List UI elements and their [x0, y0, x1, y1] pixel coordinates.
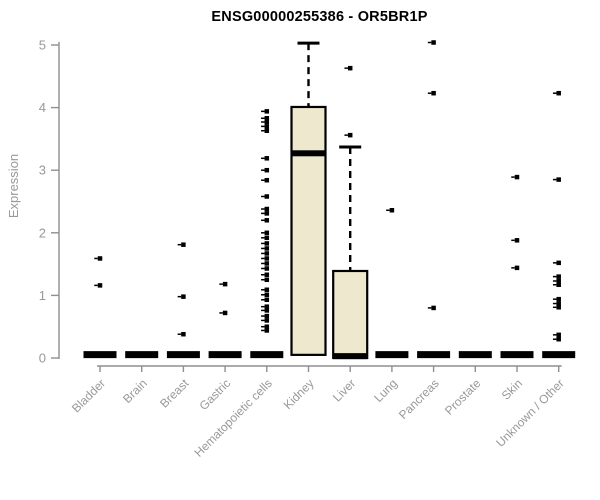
- flat-box-bladder: [83, 351, 117, 359]
- y-tick-label: 4: [39, 100, 46, 115]
- median-line-kidney: [291, 150, 326, 157]
- outlier-point-unknown-other: [556, 282, 561, 288]
- outlier-point-hematopoietic-cells: [264, 156, 270, 161]
- y-tick-label: 3: [39, 163, 46, 178]
- y-tick-label: 5: [39, 38, 46, 53]
- flat-box-skin: [500, 351, 534, 359]
- flat-box-unknown-other: [542, 351, 576, 359]
- outlier-point-hematopoietic-cells: [264, 272, 270, 277]
- outlier-point-bladder: [97, 256, 103, 261]
- outlier-point-gastric: [222, 281, 228, 287]
- flat-box-lung: [375, 351, 409, 359]
- outlier-point-pancreas: [431, 305, 436, 311]
- y-tick-label: 0: [39, 351, 46, 366]
- outlier-point-pancreas: [431, 90, 436, 96]
- x-tick-label-hematopoietic-cells: Hematopoietic cells: [191, 376, 274, 459]
- x-tick-label-pancreas: Pancreas: [396, 376, 442, 422]
- outlier-point-unknown-other: [556, 296, 561, 302]
- x-tick-label-skin: Skin: [499, 376, 525, 402]
- outlier-point-hematopoietic-cells: [264, 313, 270, 319]
- outlier-point-hematopoietic-cells: [264, 235, 270, 241]
- outlier-point-unknown-other: [556, 305, 561, 310]
- outlier-point-hematopoietic-cells: [264, 318, 270, 323]
- x-tick-label-liver: Liver: [330, 376, 358, 404]
- outlier-point-unknown-other: [556, 260, 561, 266]
- outlier-point-hematopoietic-cells: [264, 324, 270, 329]
- outlier-point-breast: [181, 294, 186, 299]
- outlier-point-hematopoietic-cells: [264, 206, 270, 212]
- outlier-point-hematopoietic-cells: [264, 167, 270, 173]
- x-tick-label-breast: Breast: [157, 376, 192, 411]
- outlier-point-hematopoietic-cells: [264, 211, 270, 216]
- outlier-point-unknown-other: [556, 336, 561, 342]
- outlier-point-unknown-other: [556, 90, 561, 96]
- outlier-point-hematopoietic-cells: [264, 119, 270, 125]
- x-tick-label-prostate: Prostate: [442, 376, 484, 418]
- x-tick-label-brain: Brain: [120, 376, 150, 406]
- outlier-point-skin: [514, 174, 520, 180]
- outlier-point-hematopoietic-cells: [264, 124, 270, 129]
- outlier-point-hematopoietic-cells: [264, 177, 270, 183]
- outlier-point-hematopoietic-cells: [264, 304, 270, 309]
- flat-box-gastric: [208, 351, 242, 359]
- outlier-point-hematopoietic-cells: [264, 194, 270, 199]
- y-tick-label: 2: [39, 225, 46, 240]
- outlier-point-unknown-other: [556, 177, 561, 182]
- chart-title: ENSG00000255386 - OR5BR1P: [211, 9, 428, 25]
- outlier-point-gastric: [222, 310, 228, 316]
- outlier-point-hematopoietic-cells: [264, 261, 270, 266]
- x-tick-label-bladder: Bladder: [69, 376, 108, 415]
- outlier-point-unknown-other: [556, 274, 561, 279]
- outlier-point-hematopoietic-cells: [264, 230, 270, 236]
- y-tick-label: 1: [39, 288, 46, 303]
- x-tick-label-kidney: Kidney: [281, 376, 317, 412]
- outlier-point-lung: [389, 208, 395, 213]
- outlier-point-hematopoietic-cells: [264, 277, 270, 282]
- x-tick-label-gastric: Gastric: [196, 376, 233, 413]
- outlier-point-skin: [514, 238, 520, 243]
- outlier-point-pancreas: [431, 40, 436, 45]
- outlier-point-hematopoietic-cells: [264, 251, 270, 256]
- outlier-point-hematopoietic-cells: [264, 256, 270, 261]
- outlier-point-hematopoietic-cells: [264, 241, 270, 246]
- outlier-point-hematopoietic-cells: [264, 287, 270, 293]
- flat-box-brain: [125, 351, 159, 359]
- outlier-point-hematopoietic-cells: [264, 109, 270, 114]
- outlier-point-hematopoietic-cells: [264, 246, 270, 251]
- outlier-point-hematopoietic-cells: [264, 297, 270, 303]
- outlier-point-hematopoietic-cells: [264, 218, 270, 223]
- outlier-point-unknown-other: [556, 278, 561, 284]
- box-kidney: [290, 105, 327, 356]
- outlier-point-liver: [347, 65, 353, 71]
- outlier-point-bladder: [97, 283, 103, 288]
- box-liver: [332, 269, 369, 360]
- outlier-point-hematopoietic-cells: [264, 128, 270, 134]
- outlier-point-hematopoietic-cells: [264, 266, 270, 271]
- flat-box-hematopoietic-cells: [250, 351, 284, 359]
- outlier-point-hematopoietic-cells: [264, 328, 270, 333]
- outlier-point-unknown-other: [556, 301, 561, 306]
- median-line-liver: [333, 353, 368, 360]
- outlier-point-hematopoietic-cells: [264, 292, 270, 298]
- outlier-point-unknown-other: [556, 332, 561, 338]
- flat-box-pancreas: [417, 351, 451, 359]
- outlier-point-breast: [181, 331, 186, 337]
- flat-box-breast: [166, 351, 200, 359]
- outlier-point-hematopoietic-cells: [264, 308, 270, 313]
- outlier-point-skin: [514, 265, 520, 271]
- flat-box-prostate: [458, 351, 492, 359]
- outlier-point-breast: [181, 242, 186, 247]
- outlier-point-liver: [347, 132, 353, 138]
- x-tick-label-lung: Lung: [371, 376, 400, 405]
- outlier-point-hematopoietic-cells: [264, 115, 270, 121]
